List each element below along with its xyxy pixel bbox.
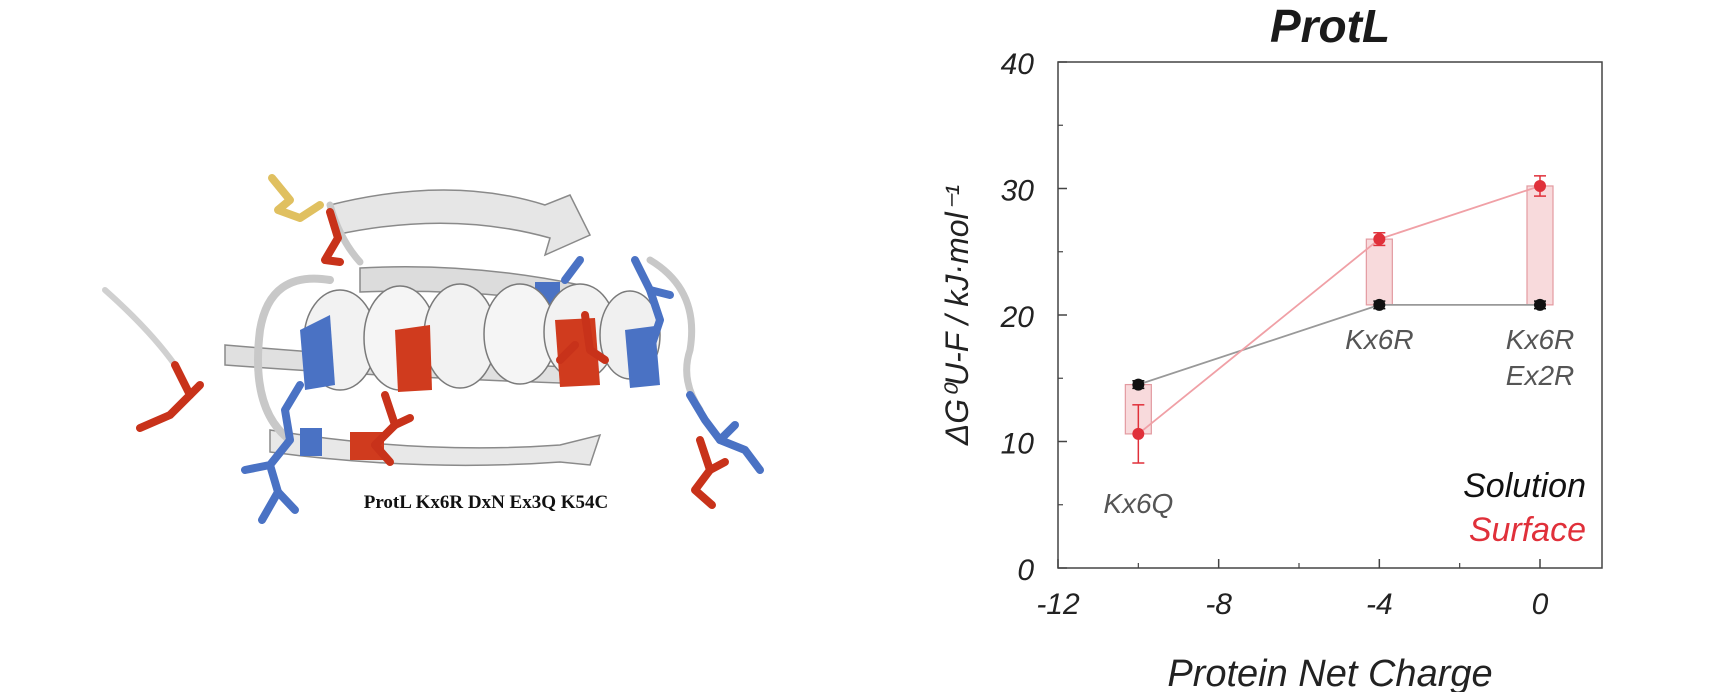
alpha-helix <box>303 283 661 391</box>
error-bars <box>1132 175 1546 464</box>
x-axis-title: Protein Net Charge <box>1167 653 1492 692</box>
y-axis: 0 10 20 30 40 <box>1000 48 1067 587</box>
x-tick-label: -8 <box>1205 588 1232 621</box>
x-axis: -12 -8 -4 0 <box>1036 559 1549 621</box>
beta-strand-top <box>329 189 592 257</box>
range-boxes <box>1124 185 1554 435</box>
y-tick-label: 20 <box>1000 301 1035 334</box>
point-surface <box>1373 233 1386 246</box>
point-solution <box>1534 298 1546 311</box>
y-tick-label: 10 <box>1001 428 1035 461</box>
point-solution <box>1132 378 1145 391</box>
chart-title: ProtL <box>1270 0 1390 52</box>
y-axis-title: ΔG⁰U-F / kJ·mol⁻¹ <box>939 185 975 446</box>
protein-structure-illustration: ProtL Kx6R DxN Ex3Q K54C <box>102 174 764 524</box>
y-tick-label: 0 <box>1017 554 1034 587</box>
series-line-solution <box>1138 303 1540 386</box>
cysteine-side-chain <box>268 174 324 222</box>
point-solution <box>1373 298 1386 311</box>
y-tick-label: 30 <box>1001 175 1035 208</box>
point-surface <box>1534 179 1546 192</box>
annotation-label: Kx6R <box>1506 324 1574 355</box>
legend: Solution Surface <box>1463 467 1586 549</box>
legend-entry-solution: Solution <box>1463 467 1586 505</box>
series-line-surface <box>1137 185 1541 435</box>
range-box <box>1365 238 1393 306</box>
x-tick-label: -12 <box>1036 588 1080 621</box>
series-lines <box>1137 185 1541 435</box>
chart: ProtL 0 10 20 30 40 -12 -8 -4 0 Kx6Q Kx6R Kx6R Ex2… <box>939 0 1603 692</box>
annotations: Kx6Q Kx6R Kx6R Ex2R <box>1103 324 1574 519</box>
positive-side-chains <box>241 256 764 524</box>
point-surface <box>1132 427 1145 440</box>
negative-side-chains <box>136 208 729 509</box>
loop-left <box>254 274 334 444</box>
loop-right <box>646 256 704 414</box>
strand-positive-patch <box>300 428 322 456</box>
range-box <box>1526 185 1554 306</box>
x-tick-label: -4 <box>1366 588 1393 621</box>
helix-positive-band-1 <box>300 315 335 390</box>
protein-caption: ProtL Kx6R DxN Ex3Q K54C <box>364 492 609 513</box>
x-tick-label: 0 <box>1532 588 1549 621</box>
annotation-label: Kx6R <box>1345 324 1413 355</box>
y-tick-label: 40 <box>1001 48 1035 81</box>
helix-negative-band-1 <box>395 325 432 392</box>
n-terminus-tail <box>102 287 178 368</box>
annotation-label: Ex2R <box>1506 360 1574 391</box>
legend-entry-surface: Surface <box>1469 511 1586 549</box>
annotation-label: Kx6Q <box>1103 488 1173 519</box>
data-points <box>1132 179 1546 440</box>
